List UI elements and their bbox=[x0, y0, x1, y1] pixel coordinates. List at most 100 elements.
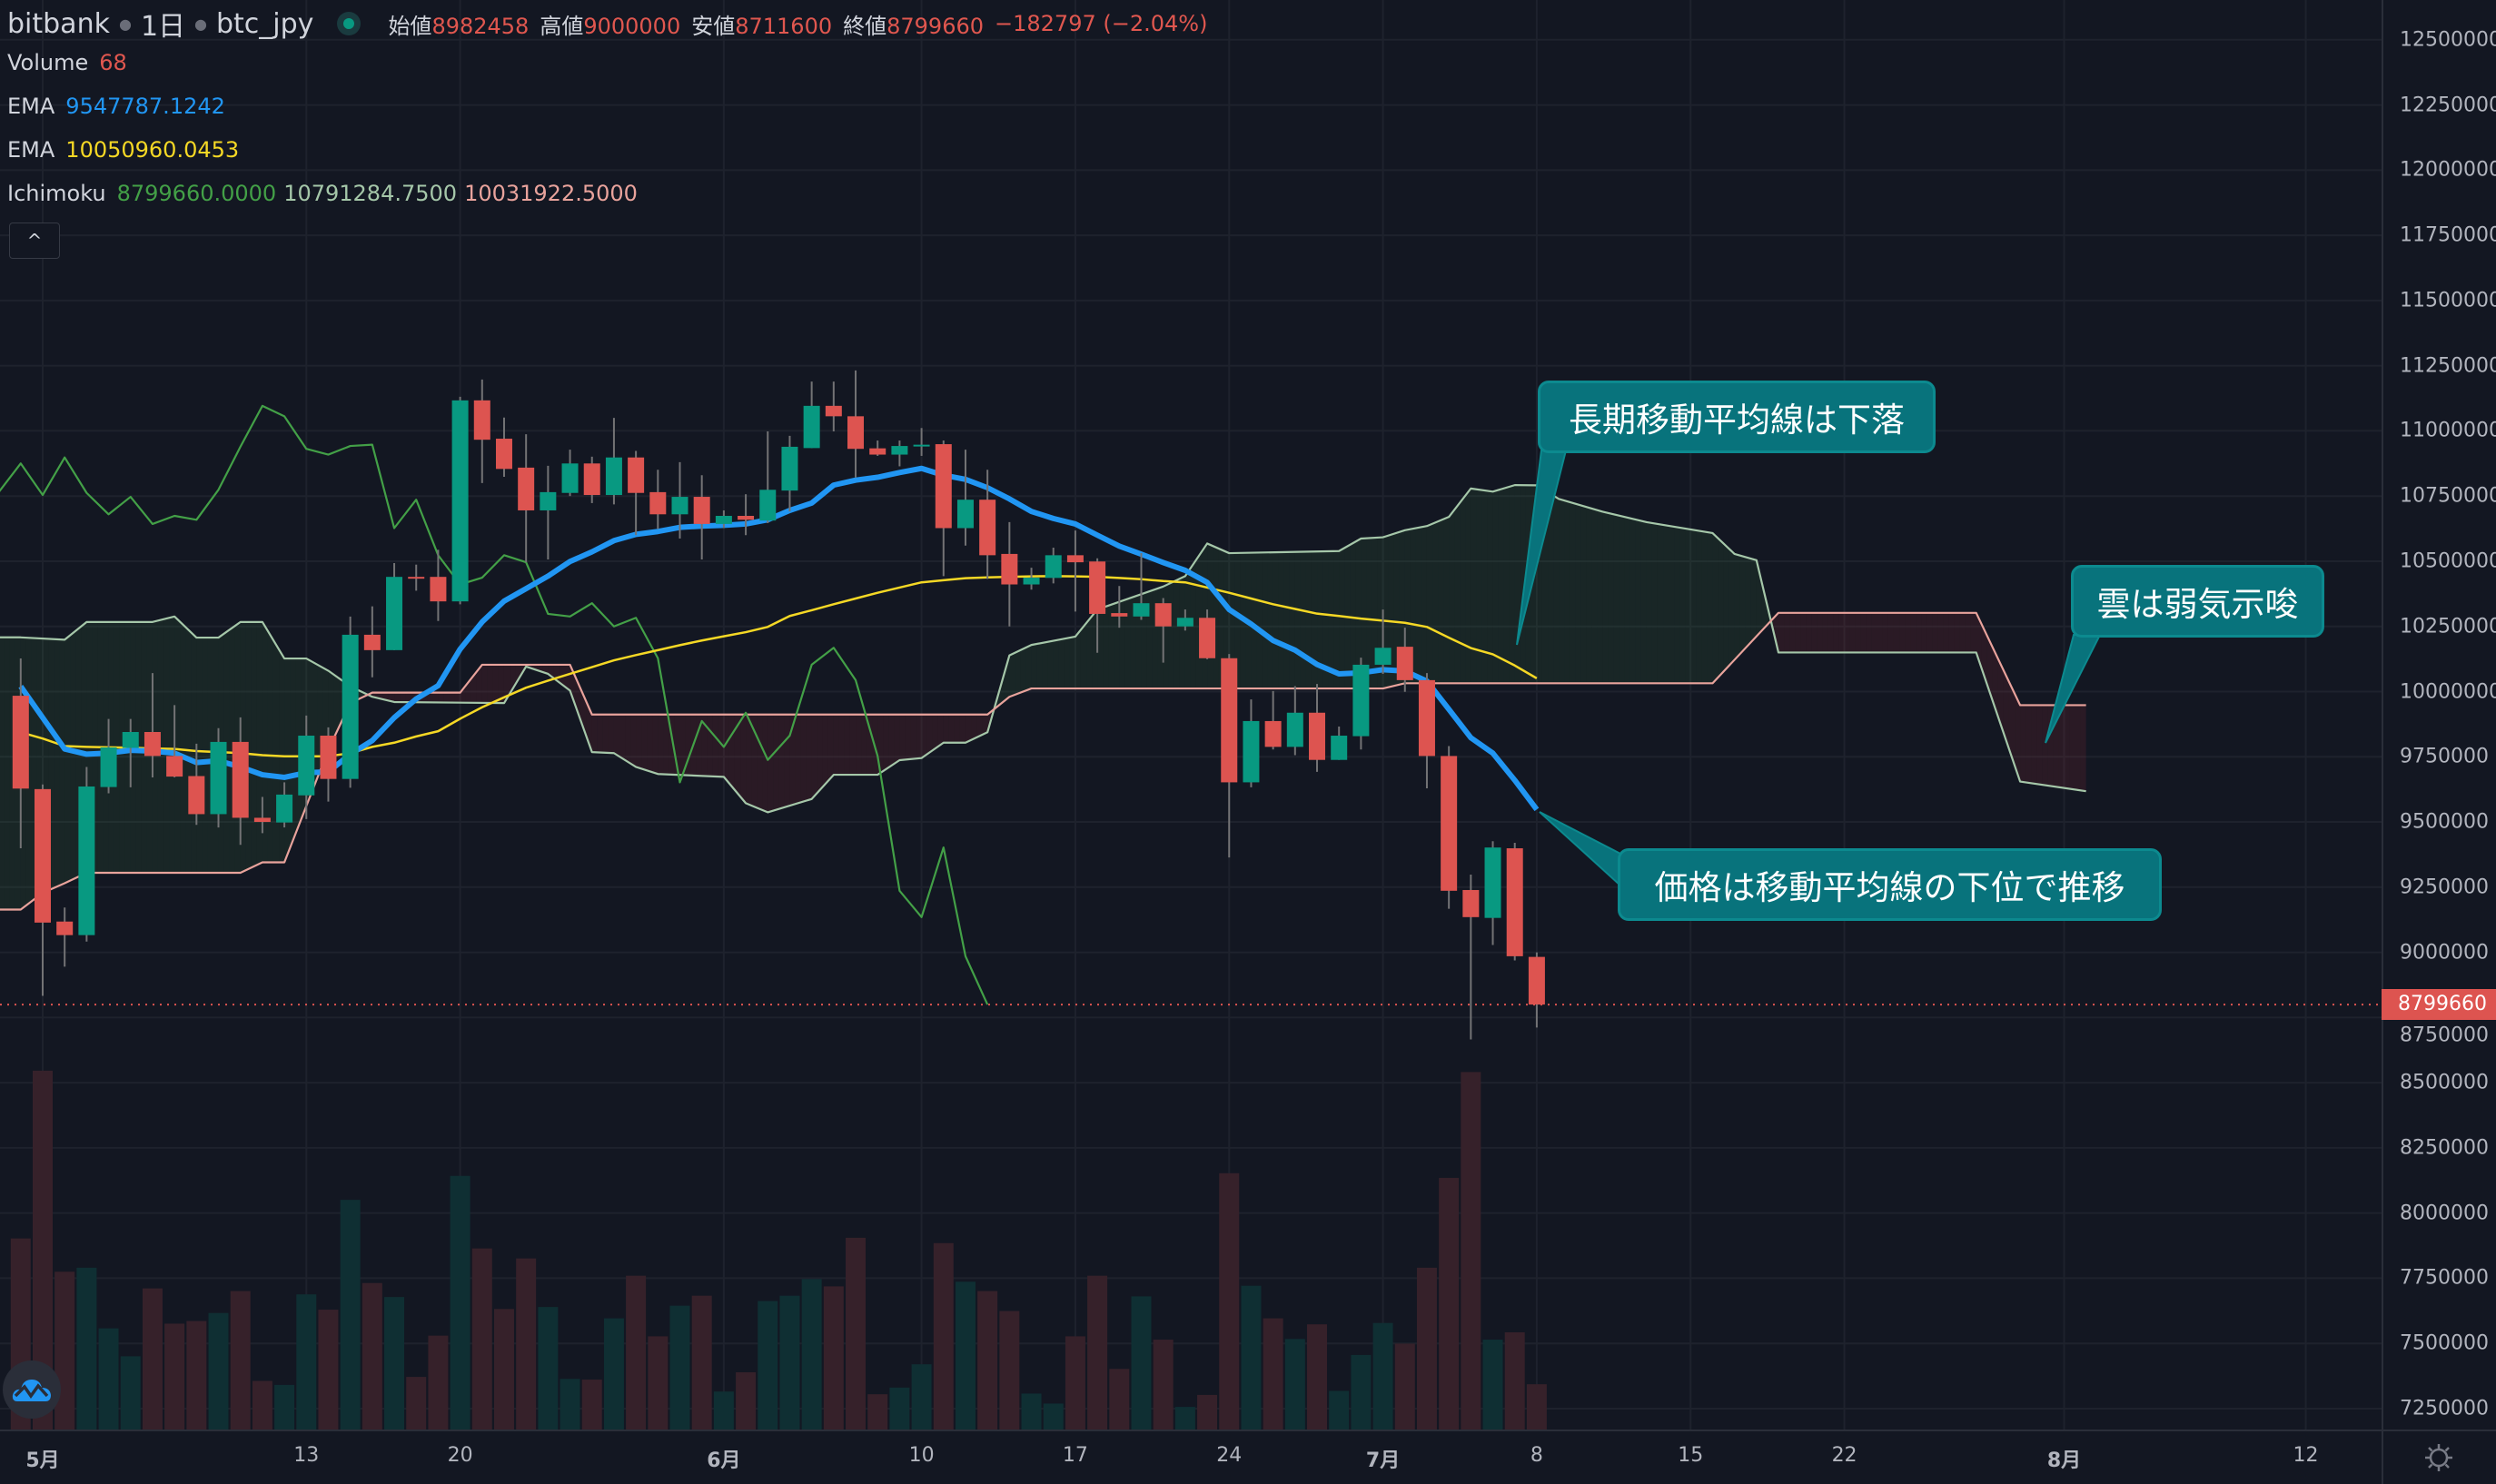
cloud-segment-bullish bbox=[54, 638, 60, 888]
volume-bar bbox=[142, 1288, 163, 1430]
time-tick-label: 22 bbox=[1831, 1444, 1857, 1467]
cloud-segment-bullish bbox=[1267, 552, 1273, 689]
candle bbox=[561, 450, 579, 497]
candle-body bbox=[1309, 712, 1326, 760]
ohlc-high: 高値9000000 bbox=[540, 8, 680, 40]
candle bbox=[363, 606, 381, 678]
annotation-pointer bbox=[1539, 811, 1621, 888]
cloud-segment-bullish bbox=[1734, 553, 1740, 660]
cloud-segment-bearish bbox=[1943, 612, 1949, 653]
cloud-segment-bullish bbox=[1366, 538, 1372, 689]
cloud-segment-bearish bbox=[685, 714, 691, 776]
cloud-segment-bearish bbox=[921, 714, 927, 758]
candle-body bbox=[540, 491, 557, 510]
volume-bar bbox=[713, 1391, 734, 1430]
volume-bar bbox=[779, 1295, 800, 1430]
candle-body bbox=[298, 736, 315, 796]
annotation-price-below-ma[interactable]: 価格は移動平均線の下位で推移 bbox=[1618, 848, 2162, 921]
cloud-segment-bullish bbox=[1273, 552, 1279, 689]
cloud-segment-bullish bbox=[1086, 616, 1093, 689]
annotation-ema-falling[interactable]: 長期移動平均線は下落 bbox=[1538, 381, 1936, 453]
separator-dot: ● bbox=[118, 15, 132, 33]
legend-volume[interactable]: Volume 68 bbox=[7, 50, 134, 75]
time-tick-label: 12 bbox=[2293, 1444, 2319, 1467]
annotation-cloud-bearish[interactable]: 雲は弱気示唆 bbox=[2071, 565, 2324, 638]
cloud-segment-bullish bbox=[1624, 517, 1630, 684]
candle bbox=[1396, 628, 1413, 692]
cloud-segment-bullish bbox=[1114, 601, 1120, 689]
candle-body bbox=[78, 786, 95, 935]
cloud-segment-bullish bbox=[1305, 551, 1312, 689]
cloud-segment-bearish bbox=[487, 664, 493, 704]
candle bbox=[386, 562, 403, 650]
price-tick-label: 9500000 bbox=[2400, 810, 2489, 834]
legend-ichimoku[interactable]: Ichimoku 8799660.0000 10791284.7500 1003192… bbox=[7, 181, 645, 206]
cloud-segment-bearish bbox=[454, 692, 461, 703]
tradingview-logo[interactable] bbox=[3, 1360, 61, 1419]
cloud-segment-bullish bbox=[1190, 559, 1196, 689]
candle bbox=[979, 470, 996, 579]
cloud-segment-bullish bbox=[1097, 607, 1104, 689]
volume-bar bbox=[186, 1321, 207, 1430]
settings-gear-icon[interactable] bbox=[2423, 1442, 2454, 1473]
candle bbox=[232, 717, 249, 846]
volume-bar bbox=[274, 1384, 295, 1430]
cloud-segment-bullish bbox=[1317, 551, 1323, 689]
cloud-segment-bullish bbox=[1498, 488, 1504, 684]
price-tick-label: 7500000 bbox=[2400, 1331, 2489, 1355]
cloud-segment-bullish bbox=[1262, 552, 1268, 689]
exchange-name[interactable]: bitbank bbox=[7, 7, 110, 40]
high-label: 高値 bbox=[540, 13, 584, 39]
cloud-segment-bullish bbox=[1223, 550, 1230, 689]
cloud-segment-bearish bbox=[2031, 705, 2037, 785]
legend-ema-short[interactable]: EMA 9547787.1242 bbox=[7, 94, 233, 119]
price-tick-label: 9000000 bbox=[2400, 941, 2489, 965]
candle-body bbox=[561, 463, 579, 493]
candle-body bbox=[232, 741, 249, 818]
cloud-segment-bearish bbox=[757, 714, 763, 810]
cloud-segment-bearish bbox=[948, 714, 955, 743]
cloud-segment-bearish bbox=[778, 714, 785, 809]
price-tick-label: 10750000 bbox=[2400, 484, 2496, 508]
volume-bar bbox=[889, 1387, 910, 1430]
candle bbox=[1528, 952, 1545, 1028]
market-status-icon bbox=[337, 12, 362, 35]
cloud-segment-bearish bbox=[971, 714, 977, 740]
cloud-segment-bearish bbox=[515, 664, 521, 686]
cloud-segment-bearish bbox=[2069, 705, 2075, 790]
time-tick-label: 24 bbox=[1216, 1444, 1243, 1467]
candle-body bbox=[253, 817, 271, 823]
candle bbox=[1089, 558, 1106, 653]
cloud-segment-bullish bbox=[1690, 529, 1697, 684]
volume-bar bbox=[54, 1271, 75, 1430]
cloud-segment-bullish bbox=[1520, 485, 1526, 684]
candle bbox=[342, 616, 359, 788]
price-axis[interactable]: 12500000 12250000 12000000 11750000 11500000… bbox=[2382, 0, 2496, 1430]
cloud-segment-bearish bbox=[905, 714, 911, 760]
candle-body bbox=[825, 405, 842, 417]
cloud-segment-bearish bbox=[833, 714, 839, 776]
price-chart[interactable] bbox=[0, 0, 2382, 1430]
volume-bar bbox=[758, 1301, 778, 1430]
legend-volume-name: Volume bbox=[7, 50, 89, 75]
legend-ema-long[interactable]: EMA 10050960.0453 bbox=[7, 137, 246, 163]
interval[interactable]: 1日 bbox=[140, 11, 186, 43]
volume-bar bbox=[1174, 1407, 1195, 1430]
cloud-segment-bearish bbox=[400, 692, 406, 703]
candle-body bbox=[1264, 720, 1282, 747]
cloud-segment-bearish bbox=[1817, 612, 1823, 653]
candle bbox=[891, 440, 908, 467]
collapse-legend-button[interactable]: ^ bbox=[9, 223, 60, 259]
legend-ema-short-value: 9547787.1242 bbox=[65, 94, 225, 119]
symbol-name[interactable]: btc_jpy bbox=[216, 7, 314, 40]
volume-bar bbox=[471, 1248, 492, 1430]
time-axis[interactable]: 5月 13 20 6月 10 17 24 7月 8 15 22 8月 12 bbox=[0, 1430, 2382, 1484]
cloud-segment-bullish bbox=[1640, 520, 1647, 684]
ohlc-open: 始値8982458 bbox=[388, 8, 529, 40]
candle-body bbox=[935, 444, 952, 529]
cloud-segment-bullish bbox=[1124, 598, 1131, 689]
volume-bar bbox=[977, 1291, 998, 1430]
cloud-segment-bullish bbox=[1591, 508, 1598, 684]
cloud-segment-bullish bbox=[1350, 541, 1356, 689]
low-value: 8711600 bbox=[735, 13, 833, 39]
